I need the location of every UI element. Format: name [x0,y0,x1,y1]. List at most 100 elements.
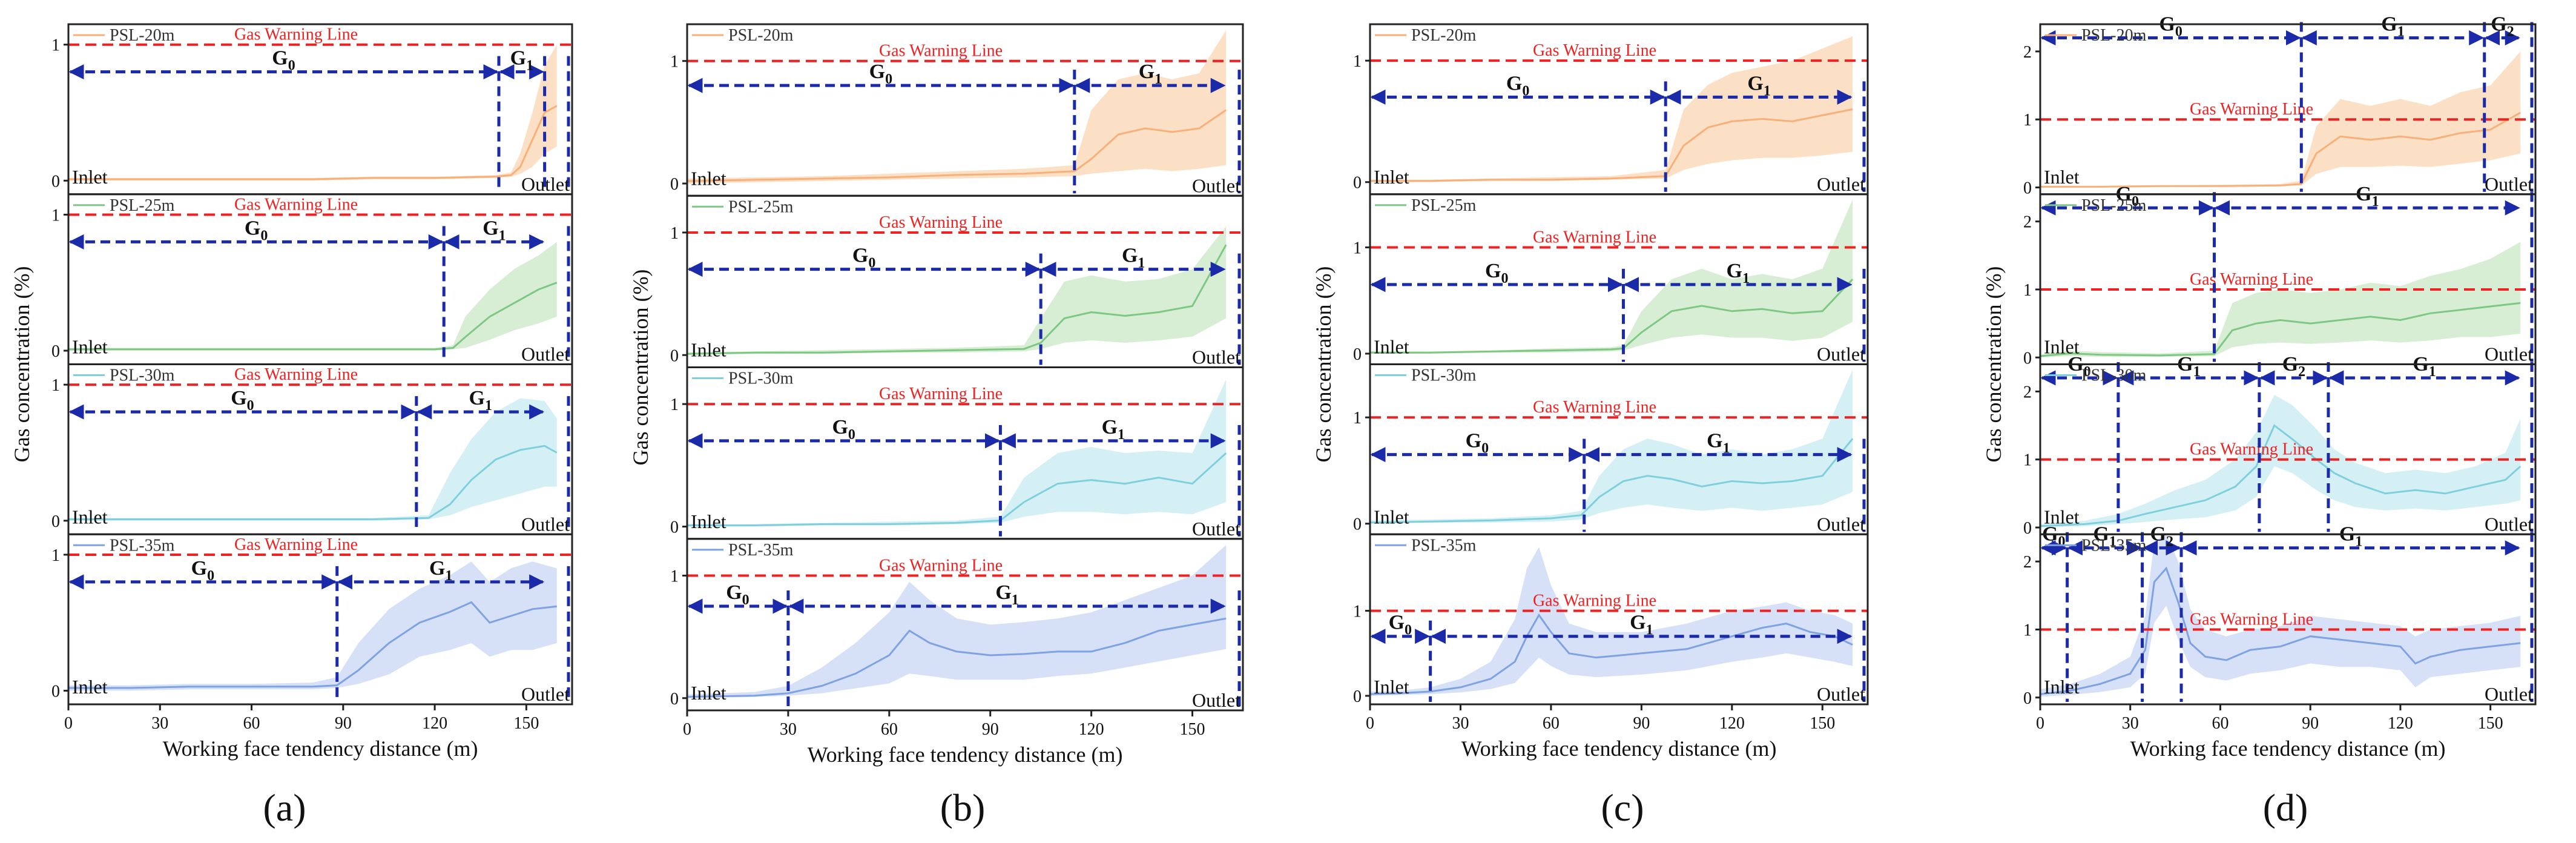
gas-warning-label: Gas Warning Line [1533,228,1656,246]
legend-label: PSL-35m [1411,536,1477,555]
gas-warning-label: Gas Warning Line [879,213,1003,232]
panel-psl-35m: Gas Warning Line G0 G1 PSL-35m Inlet Outlet 0 1 [1353,533,1869,706]
concentration-band [687,30,1227,183]
gas-warning-label: Gas Warning Line [1533,592,1656,610]
concentration-line [687,109,1227,182]
concentration-line [1370,108,1853,182]
x-tick-label: 60 [243,714,260,733]
legend-label: PSL-30m [1411,366,1477,385]
gas-warning-label: Gas Warning Line [879,385,1003,403]
x-axis-label: Working face tendency distance (m) [1461,736,1777,761]
panel-frame [2039,533,2537,706]
x-tick-label: 90 [2302,714,2319,733]
gas-warning-label: Gas Warning Line [879,556,1003,575]
x-axis-label: Working face tendency distance (m) [163,736,478,761]
y-tick-label: 1 [670,53,679,71]
inlet-label: Inlet [1374,506,1409,527]
y-tick-label: 2 [2023,553,2032,572]
y-tick-label: 1 [51,36,60,55]
region-label: G0 [1485,260,1508,286]
y-tick-label: 0 [51,342,60,361]
gas-warning-label: Gas Warning Line [234,25,358,44]
x-tick-label: 0 [2036,714,2044,733]
inlet-label: Inlet [72,506,108,527]
gas-warning-label: Gas Warning Line [1533,398,1656,417]
inlet-label: Inlet [72,166,108,188]
outlet-label: Outlet [1817,683,1865,705]
concentration-line [687,244,1227,355]
concentration-band [2040,242,2521,358]
panel-frame [67,533,573,706]
subfigure-letter: (d) [2263,786,2308,829]
region-label: G0 [832,416,855,443]
panel-psl-30m: Gas Warning Line G0 G1 PSL-30m Inlet Outlet 0 1 [51,363,573,535]
gas-warning-label: Gas Warning Line [2190,610,2313,629]
region-label: G0 [191,557,214,584]
y-tick-label: 1 [51,376,60,395]
region-label: G0 [1466,430,1489,457]
y-tick-label: 1 [1353,239,1362,257]
region-label: G1 [2356,183,2379,210]
region-label: G2 [2282,353,2305,380]
x-tick-label: 150 [2478,714,2503,733]
outlet-label: Outlet [2485,513,2533,535]
concentration-line [687,452,1227,526]
outlet-label: Outlet [1192,518,1240,540]
legend-label: PSL-20m [2081,26,2147,45]
region-label: G1 [469,387,492,414]
legend-label: PSL-20m [1411,26,1477,45]
y-tick-label: 0 [51,512,60,531]
panel-frame [1369,533,1869,706]
concentration-line [68,282,558,351]
y-tick-label: 1 [2023,451,2032,470]
y-tick-label: 0 [2023,689,2032,708]
legend-label: PSL-35m [2081,536,2147,555]
panel-frame [686,538,1244,712]
inlet-label: Inlet [2044,166,2080,188]
concentration-band [1370,36,1853,182]
legend-label: PSL-35m [728,541,794,560]
region-label: G1 [1139,61,1162,87]
y-tick-label: 0 [670,346,679,365]
legend-label: PSL-25m [728,197,794,216]
x-tick-label: 60 [1543,714,1560,733]
x-tick-label: 30 [780,720,797,739]
x-tick-label: 120 [2388,714,2413,733]
inlet-label: Inlet [691,167,726,189]
region-label: G1 [995,581,1018,608]
region-label: G0 [245,217,268,243]
x-tick-label: 90 [982,720,999,739]
x-tick-label: 0 [64,714,73,733]
inlet-label: Inlet [72,676,108,698]
region-label: G0 [852,245,875,271]
inlet-label: Inlet [1374,336,1409,358]
x-tick-label: 120 [1719,714,1745,733]
inlet-label: Inlet [1374,676,1409,698]
legend-label: PSL-35m [110,536,175,555]
region-label: G1 [1102,416,1125,443]
x-axis-label: Working face tendency distance (m) [2130,736,2446,761]
inlet-label: Inlet [691,339,726,361]
region-label: G1 [2177,353,2200,380]
panel-psl-25m: Gas Warning Line G0 G1 PSL-25m Inlet Outlet 0 1 [1353,193,1869,365]
region-label: G1 [483,217,506,243]
concentration-band [68,242,557,351]
region-label: G1 [1122,245,1145,271]
y-tick-label: 2 [2023,383,2032,402]
y-tick-label: 1 [51,206,60,225]
y-tick-label: 1 [1353,409,1362,428]
region-label: G1 [1630,612,1653,638]
panel-psl-30m: Gas Warning Line G0 G1 PSL-30m Inlet Outlet 0 1 [670,366,1244,540]
inlet-label: Inlet [2044,676,2080,698]
concentration-band [1370,547,1853,696]
panel-psl-30m: Gas Warning Line G0 G1 PSL-30m Inlet Outlet 0 1 [1353,363,1869,535]
y-tick-label: 1 [1353,52,1362,71]
y-tick-label: 0 [51,683,60,701]
outlet-label: Outlet [2485,343,2533,365]
legend-label: PSL-30m [2081,366,2147,385]
y-tick-label: 1 [670,224,679,243]
y-tick-label: 2 [2023,43,2032,62]
gas-warning-label: Gas Warning Line [234,535,358,554]
